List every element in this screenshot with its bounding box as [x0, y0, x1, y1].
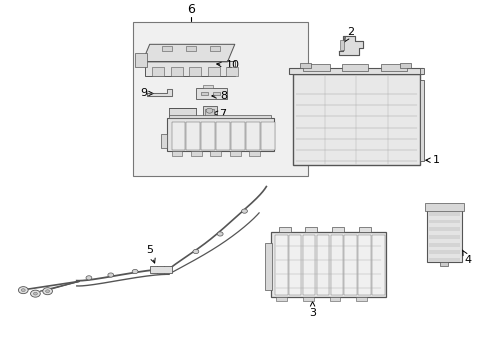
- Bar: [207, 67, 219, 76]
- Bar: [191, 151, 201, 156]
- Bar: [212, 92, 220, 95]
- Bar: [186, 122, 200, 150]
- Bar: [356, 297, 366, 301]
- Bar: [135, 53, 147, 67]
- Polygon shape: [147, 89, 171, 96]
- Bar: [210, 151, 221, 156]
- Bar: [428, 243, 459, 247]
- Bar: [203, 85, 212, 88]
- Bar: [302, 64, 329, 71]
- Text: 9: 9: [140, 89, 153, 99]
- Text: 2: 2: [344, 27, 353, 42]
- Bar: [428, 204, 459, 208]
- Bar: [419, 68, 424, 74]
- Bar: [260, 122, 274, 150]
- Bar: [170, 67, 183, 76]
- Circle shape: [86, 276, 92, 280]
- Bar: [230, 122, 244, 150]
- Bar: [428, 235, 459, 239]
- Bar: [340, 40, 344, 50]
- Bar: [275, 235, 287, 296]
- Bar: [229, 151, 240, 156]
- Bar: [329, 297, 340, 301]
- Bar: [276, 297, 286, 301]
- Bar: [428, 251, 459, 254]
- Text: 6: 6: [187, 3, 195, 16]
- Bar: [203, 106, 216, 118]
- Bar: [152, 67, 164, 76]
- Bar: [265, 243, 271, 290]
- Text: 7: 7: [213, 108, 226, 118]
- Circle shape: [42, 288, 52, 295]
- Bar: [171, 151, 182, 156]
- Bar: [186, 46, 196, 51]
- Circle shape: [30, 290, 40, 297]
- Circle shape: [33, 292, 37, 295]
- Bar: [169, 108, 196, 116]
- Bar: [419, 81, 424, 161]
- Bar: [278, 226, 290, 232]
- Bar: [271, 232, 385, 297]
- Bar: [344, 235, 356, 296]
- Bar: [371, 235, 384, 296]
- Bar: [171, 122, 185, 150]
- Text: 5: 5: [146, 245, 155, 263]
- Polygon shape: [142, 44, 234, 62]
- Bar: [358, 235, 370, 296]
- Bar: [166, 118, 273, 152]
- Text: 1: 1: [425, 155, 439, 165]
- Bar: [305, 226, 317, 232]
- Bar: [358, 226, 370, 232]
- Text: 4: 4: [462, 250, 471, 265]
- Bar: [144, 61, 234, 76]
- Bar: [201, 122, 215, 150]
- Bar: [302, 235, 315, 296]
- Bar: [428, 220, 459, 224]
- Circle shape: [217, 232, 223, 236]
- Bar: [316, 235, 328, 296]
- Bar: [440, 262, 447, 266]
- Bar: [189, 67, 201, 76]
- Bar: [288, 68, 423, 74]
- Bar: [216, 122, 229, 150]
- Bar: [132, 22, 307, 176]
- Bar: [341, 64, 368, 71]
- Text: 8: 8: [211, 91, 227, 101]
- Bar: [424, 203, 463, 211]
- Bar: [225, 67, 238, 76]
- Bar: [426, 204, 461, 262]
- Bar: [149, 266, 171, 273]
- Bar: [331, 226, 344, 232]
- Circle shape: [241, 209, 247, 213]
- Text: 3: 3: [308, 302, 315, 318]
- Text: 10: 10: [216, 60, 239, 71]
- Circle shape: [205, 108, 212, 113]
- Circle shape: [108, 273, 114, 277]
- Bar: [300, 63, 310, 68]
- Circle shape: [19, 287, 28, 294]
- Bar: [204, 109, 213, 116]
- Bar: [302, 297, 313, 301]
- Circle shape: [193, 249, 199, 253]
- Bar: [169, 114, 271, 118]
- Bar: [162, 46, 171, 51]
- Bar: [399, 63, 410, 68]
- Bar: [428, 212, 459, 216]
- Bar: [210, 46, 220, 51]
- Bar: [245, 122, 259, 150]
- Bar: [292, 74, 419, 166]
- Circle shape: [21, 289, 25, 292]
- Bar: [428, 258, 459, 262]
- Polygon shape: [339, 36, 362, 55]
- Bar: [201, 92, 207, 95]
- Circle shape: [45, 290, 49, 293]
- Bar: [249, 151, 260, 156]
- Bar: [428, 227, 459, 231]
- Circle shape: [132, 269, 138, 274]
- Bar: [196, 88, 227, 99]
- Bar: [380, 64, 407, 71]
- Bar: [161, 134, 167, 148]
- Bar: [288, 235, 301, 296]
- Bar: [330, 235, 342, 296]
